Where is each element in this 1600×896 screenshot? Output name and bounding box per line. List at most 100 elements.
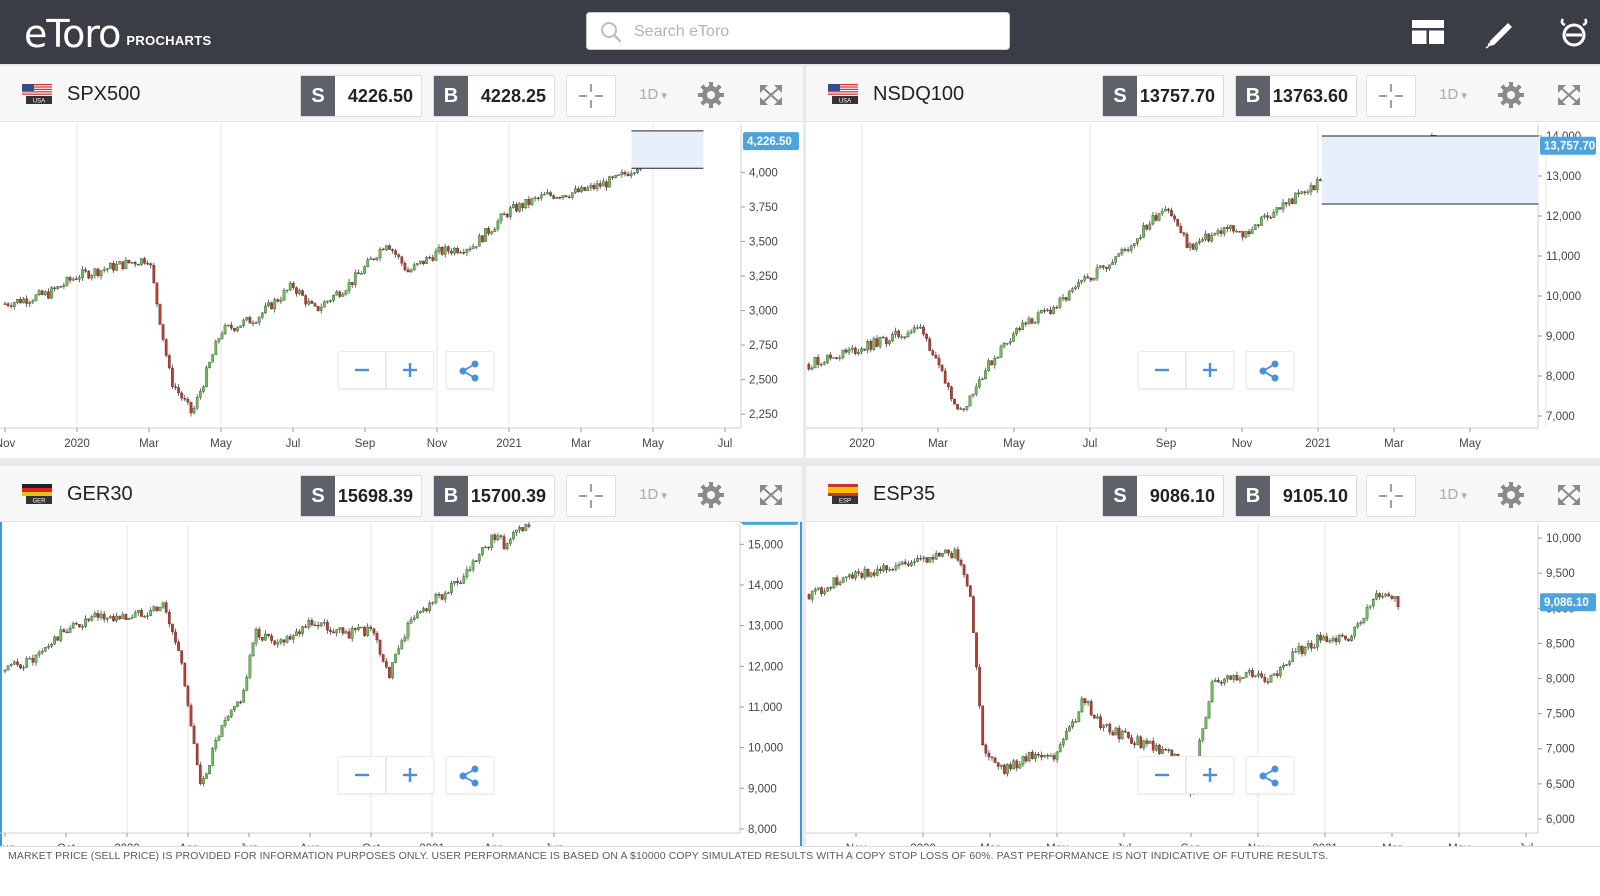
zoom-in-button[interactable]: [1186, 351, 1234, 389]
expand-button[interactable]: [1544, 475, 1594, 515]
zoom-in-button[interactable]: [386, 756, 434, 794]
candle-body: [394, 654, 396, 662]
range-box[interactable]: [1322, 136, 1539, 204]
gear-icon: [684, 75, 738, 115]
candle-body: [345, 632, 347, 634]
settings-button[interactable]: [684, 75, 738, 115]
candle-body: [935, 553, 937, 559]
crosshair-icon: [1367, 76, 1415, 116]
crosshair-button[interactable]: [566, 75, 616, 117]
candle-body: [1149, 741, 1151, 744]
candle-body: [100, 270, 102, 275]
candle-body: [836, 357, 838, 358]
candle-body: [1028, 319, 1030, 325]
x-tick-label: Jul: [286, 438, 301, 450]
candle-body: [32, 301, 34, 302]
candle-body: [75, 623, 77, 624]
candle-body: [1248, 231, 1250, 233]
candle-body: [205, 368, 207, 387]
search-box[interactable]: [586, 12, 1010, 50]
layout-icon[interactable]: [1410, 14, 1446, 50]
candle-body: [432, 257, 434, 260]
candle-body: [808, 594, 810, 599]
candle-body: [1195, 243, 1197, 250]
y-tick-label: 4,000: [749, 167, 778, 179]
timeframe-label: 1D: [1439, 486, 1458, 503]
expand-button[interactable]: [1544, 75, 1594, 115]
range-box[interactable]: [631, 131, 703, 168]
price-chart[interactable]: 4,0003,7503,5003,2503,0002,7502,5002,250…: [0, 122, 803, 458]
candle-body: [280, 640, 282, 643]
sell-tag: S: [301, 476, 335, 516]
candle-body: [1056, 752, 1058, 759]
share-button[interactable]: [1246, 756, 1294, 794]
settings-button[interactable]: [1484, 475, 1538, 515]
price-chart[interactable]: 14,00013,00012,00011,00010,0009,0008,000…: [806, 122, 1600, 458]
chevron-down-icon: ▾: [1458, 90, 1467, 102]
candle-body: [1146, 225, 1148, 229]
price-chart[interactable]: 10,0009,5009,0008,5008,0007,5007,0006,50…: [806, 522, 1600, 863]
candle-body: [1301, 646, 1303, 654]
zoom-out-button[interactable]: [338, 351, 386, 389]
candle-body: [879, 337, 881, 346]
share-button[interactable]: [1246, 351, 1294, 389]
share-button[interactable]: [446, 351, 494, 389]
draw-pencil-icon[interactable]: [1482, 14, 1518, 50]
candle-body: [882, 565, 884, 570]
zoom-in-button[interactable]: [1186, 756, 1234, 794]
candle-body: [602, 182, 604, 186]
candle-body: [1235, 231, 1237, 232]
etoro-profile-icon[interactable]: [1556, 14, 1592, 50]
crosshair-button[interactable]: [1366, 75, 1416, 117]
price-chart[interactable]: 15,00014,00013,00012,00011,00010,0009,00…: [0, 522, 802, 863]
crosshair-icon: [567, 476, 615, 516]
candle-body: [823, 591, 825, 593]
candle-body: [119, 616, 121, 619]
buy-tag: B: [434, 476, 468, 516]
timeframe-dropdown[interactable]: 1D ▾: [1422, 475, 1484, 515]
expand-button[interactable]: [746, 475, 796, 515]
etoro-logo[interactable]: eToro PROCHARTS: [24, 8, 211, 54]
candle-body: [494, 229, 496, 232]
candle-body: [252, 643, 254, 656]
candle-body: [267, 303, 269, 306]
candle-body: [867, 569, 869, 576]
timeframe-dropdown[interactable]: 1D ▾: [622, 75, 684, 115]
timeframe-dropdown[interactable]: 1D ▾: [1422, 75, 1484, 115]
settings-button[interactable]: [684, 475, 738, 515]
timeframe-dropdown[interactable]: 1D ▾: [622, 475, 684, 515]
search-input[interactable]: [632, 12, 996, 52]
candle-body: [447, 593, 449, 594]
candle-body: [898, 565, 900, 566]
candle-body: [922, 327, 924, 334]
zoom-out-button[interactable]: [338, 756, 386, 794]
settings-button[interactable]: [1484, 75, 1538, 115]
candle-body: [571, 193, 573, 198]
zoom-out-button[interactable]: [1138, 351, 1186, 389]
x-tick-label: 2020: [64, 438, 90, 450]
gear-icon: [1484, 475, 1538, 515]
expand-button[interactable]: [746, 75, 796, 115]
candle-body: [53, 637, 55, 645]
zoom-out-button[interactable]: [1138, 756, 1186, 794]
candle-body: [528, 525, 530, 527]
crosshair-button[interactable]: [566, 475, 616, 517]
candle-body: [876, 339, 878, 347]
crosshair-button[interactable]: [1366, 475, 1416, 517]
share-button[interactable]: [446, 756, 494, 794]
candle-body: [1053, 307, 1055, 314]
zoom-in-button[interactable]: [386, 351, 434, 389]
